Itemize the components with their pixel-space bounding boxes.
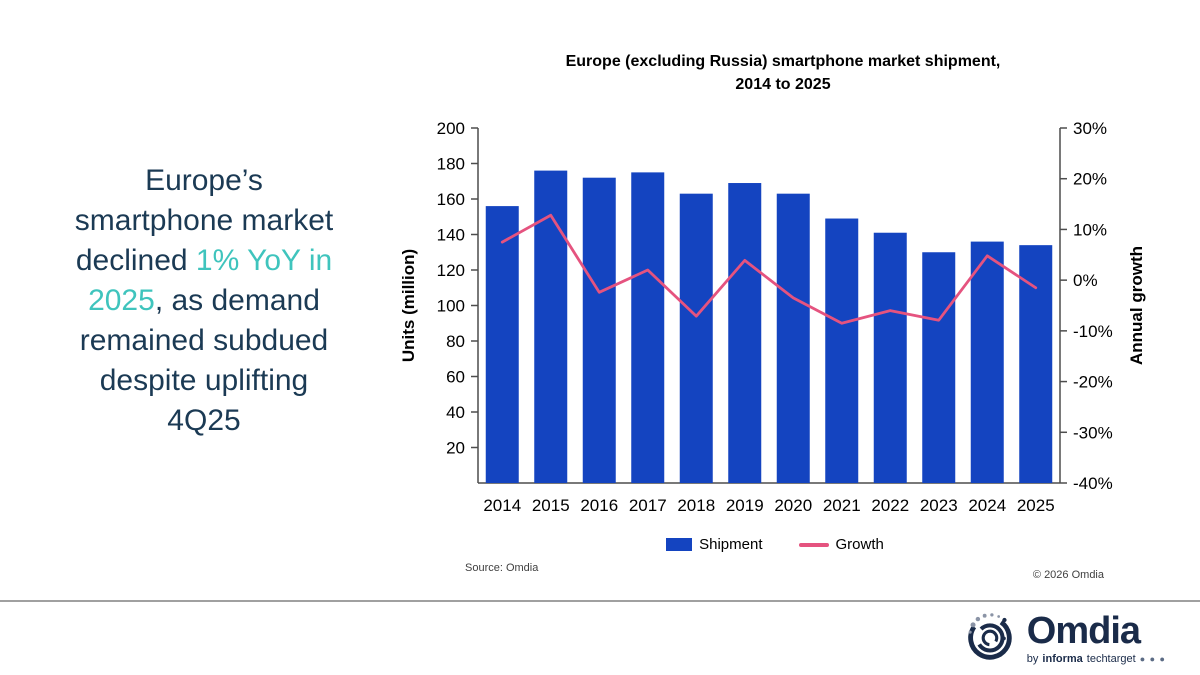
x-tick-label: 2023 bbox=[920, 496, 958, 515]
growth-swatch-icon bbox=[798, 542, 829, 547]
byline-informa: informa bbox=[1042, 653, 1083, 665]
headline-text: declined bbox=[75, 244, 196, 277]
x-tick-label: 2019 bbox=[726, 496, 764, 515]
x-tick-label: 2024 bbox=[968, 496, 1006, 515]
omdia-logo-text: Omdia by informa techtarget ● ● ● bbox=[1027, 612, 1166, 665]
omdia-byline: by informa techtarget ● ● ● bbox=[1027, 653, 1166, 665]
bar-2020 bbox=[776, 193, 810, 484]
headline-text: Europe’s bbox=[145, 164, 263, 197]
chart-svg: 200 180 160 140 120 100 80 60 40 20 30% 20% 10% 0% -10… bbox=[400, 119, 1146, 515]
left-tick-label: 40 bbox=[446, 403, 465, 422]
byline-techtarget: techtarget bbox=[1086, 653, 1136, 665]
growth-line bbox=[500, 213, 1038, 325]
headline-text: remained subdued bbox=[79, 324, 329, 357]
left-tick-label: 100 bbox=[437, 297, 465, 316]
headline: Europe’s smartphone market declined 1% YoY… bbox=[28, 161, 380, 441]
legend-growth-label: Growth bbox=[835, 536, 884, 553]
right-tick-label: 30% bbox=[1073, 119, 1107, 138]
left-tick-label: 140 bbox=[437, 226, 465, 245]
headline-text: , as demand bbox=[154, 284, 320, 317]
headline-highlight: 2025 bbox=[88, 284, 155, 317]
left-tick-label: 180 bbox=[437, 155, 465, 174]
right-tick-label: -20% bbox=[1073, 373, 1113, 392]
right-tick-label: 20% bbox=[1073, 170, 1107, 189]
left-tick-label: 20 bbox=[446, 439, 465, 458]
legend-item-shipment: Shipment bbox=[666, 536, 763, 553]
bar-2025 bbox=[1019, 245, 1053, 483]
x-tick-label: 2018 bbox=[677, 496, 715, 515]
headline-highlight: 1% YoY in bbox=[195, 244, 333, 277]
right-tick-label: -30% bbox=[1073, 423, 1113, 442]
right-tick-label: -40% bbox=[1073, 474, 1113, 493]
byline-by: by bbox=[1026, 653, 1039, 665]
chart-title-line1: Europe (excluding Russia) smartphone mar… bbox=[565, 53, 1001, 70]
omdia-logo: Omdia by informa techtarget ● ● ● bbox=[960, 607, 1166, 670]
x-tick-label: 2014 bbox=[483, 496, 521, 515]
chart-title-line2: 2014 to 2025 bbox=[735, 76, 831, 93]
source-note: Source: Omdia bbox=[465, 562, 539, 574]
left-tick-label: 60 bbox=[446, 368, 465, 387]
x-tick-label: 2016 bbox=[580, 496, 618, 515]
bar-2014 bbox=[485, 206, 519, 483]
right-tick-label: 10% bbox=[1073, 220, 1107, 239]
shipment-swatch-icon bbox=[666, 538, 693, 551]
x-tick-label: 2017 bbox=[629, 496, 667, 515]
x-tick-label: 2020 bbox=[774, 496, 812, 515]
headline-text: despite uplifting bbox=[99, 364, 309, 397]
headline-text: 4Q25 bbox=[167, 404, 241, 437]
bar-2016 bbox=[582, 177, 616, 483]
bar-2019 bbox=[728, 183, 762, 483]
omdia-wordmark: Omdia bbox=[1026, 610, 1141, 652]
byline-dots-icon: ● ● ● bbox=[1139, 654, 1166, 664]
x-tick-label: 2022 bbox=[871, 496, 909, 515]
bar-2022 bbox=[873, 232, 907, 483]
left-axis-title: Units (million) bbox=[400, 249, 418, 362]
headline-text: smartphone market bbox=[74, 204, 334, 237]
bar-2021 bbox=[825, 218, 859, 483]
left-tick-label: 80 bbox=[446, 332, 465, 351]
bar-2023 bbox=[922, 252, 956, 483]
left-tick-label: 200 bbox=[437, 119, 465, 138]
left-tick-label: 160 bbox=[437, 190, 465, 209]
bar-2017 bbox=[631, 172, 665, 483]
right-tick-label: -10% bbox=[1073, 322, 1113, 341]
legend-shipment-label: Shipment bbox=[699, 536, 763, 553]
x-tick-label: 2025 bbox=[1017, 496, 1055, 515]
footer-divider bbox=[0, 600, 1200, 602]
left-tick-label: 120 bbox=[437, 261, 465, 280]
x-tick-label: 2021 bbox=[823, 496, 861, 515]
x-tick-label: 2015 bbox=[532, 496, 570, 515]
bar-2024 bbox=[970, 241, 1004, 483]
right-tick-label: 0% bbox=[1073, 271, 1098, 290]
legend-item-growth: Growth bbox=[798, 536, 884, 553]
chart-title: Europe (excluding Russia) smartphone mar… bbox=[408, 50, 1158, 96]
chart-legend: Shipment Growth bbox=[400, 536, 1150, 553]
bar-2018 bbox=[679, 193, 713, 484]
chart-region: Europe (excluding Russia) smartphone mar… bbox=[400, 40, 1150, 600]
omdia-swirl-icon bbox=[960, 607, 1018, 670]
right-axis-title: Annual growth bbox=[1127, 246, 1146, 365]
copyright-note: © 2026 Omdia bbox=[1032, 569, 1104, 581]
